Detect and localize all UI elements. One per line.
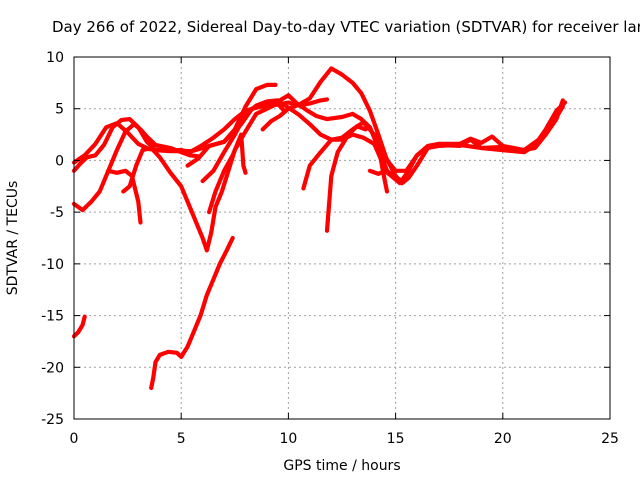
- series-track-7: [200, 98, 390, 194]
- y-tick-label: 5: [55, 102, 64, 118]
- x-tick-label: 20: [494, 431, 512, 447]
- series-track-12: [367, 104, 565, 186]
- series-track-11: [324, 124, 368, 233]
- y-tick-label: -10: [41, 257, 64, 273]
- series-track-4: [106, 168, 143, 225]
- y-tick-label: -20: [41, 360, 64, 376]
- data-series: [71, 66, 568, 391]
- series-track-2: [71, 97, 330, 165]
- series-track-9: [260, 66, 565, 173]
- x-axis-label: GPS time / hours: [283, 458, 400, 474]
- series-track-14: [149, 235, 235, 391]
- y-tick-label: 10: [46, 50, 64, 66]
- series-track-6: [185, 93, 407, 184]
- axis-ticks: 0 5 10 15 20 25 -25 -20 -15 -10 -5 0 5 10: [41, 50, 619, 447]
- y-tick-label: 0: [55, 153, 64, 169]
- y-tick-label: -25: [41, 412, 64, 428]
- x-tick-label: 15: [387, 431, 405, 447]
- series-track-8: [207, 132, 248, 215]
- x-tick-label: 5: [177, 431, 186, 447]
- plot-frame: [73, 56, 611, 420]
- y-axis-label: SDTVAR / TECUs: [5, 181, 21, 296]
- x-tick-label: 0: [70, 431, 79, 447]
- y-tick-label: -5: [50, 205, 64, 221]
- x-tick-label: 10: [279, 431, 297, 447]
- series-track-3: [71, 122, 201, 213]
- series-track-13: [71, 314, 87, 339]
- chart-title: Day 266 of 2022, Sidereal Day-to-day VTE…: [52, 18, 640, 36]
- y-tick-label: -15: [41, 309, 64, 325]
- grid: [74, 57, 610, 419]
- x-tick-label: 25: [601, 431, 619, 447]
- series-track-5: [121, 101, 287, 253]
